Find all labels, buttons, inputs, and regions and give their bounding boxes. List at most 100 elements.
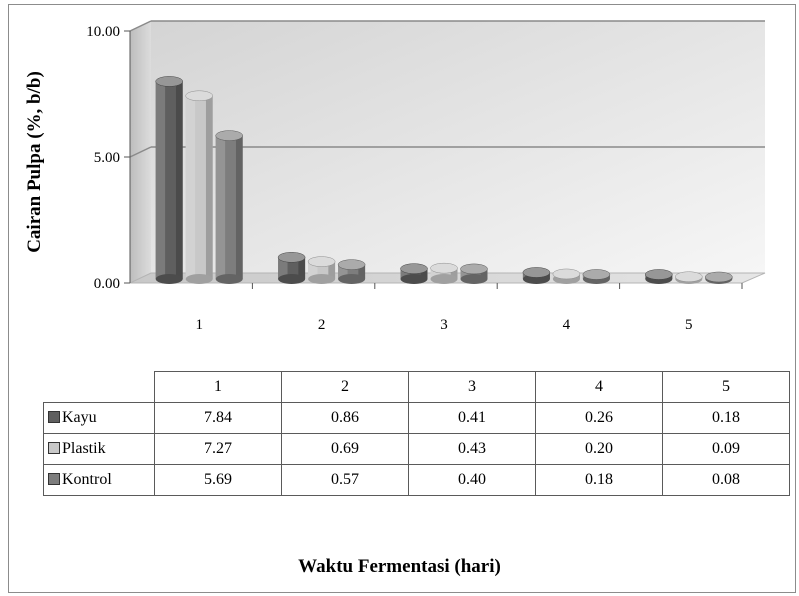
bar-kontrol — [337, 259, 366, 284]
legend-entry-kontrol: Kontrol — [43, 464, 155, 496]
table-row-kayu: Kayu 7.84 0.86 0.41 0.26 0.18 — [43, 402, 790, 434]
legend-label: Kontrol — [62, 471, 112, 488]
table-cell: 0.09 — [662, 433, 790, 465]
table-cell: 0.86 — [281, 402, 409, 434]
bar-bottom — [430, 274, 458, 284]
bar-top — [185, 90, 213, 102]
bar-kayu — [522, 267, 551, 284]
x-axis-label: Waktu Fermentasi (hari) — [298, 556, 501, 577]
table-corner — [44, 372, 155, 403]
legend-swatch — [48, 411, 60, 423]
table-cell: 0.18 — [662, 402, 790, 434]
bar-top — [582, 269, 611, 280]
bar-plastik — [675, 271, 703, 284]
bar-top — [430, 262, 458, 274]
legend-swatch — [48, 442, 60, 454]
bar-shadow — [298, 257, 306, 279]
table-cell: 0.43 — [408, 433, 536, 465]
data-table: 1 2 3 4 5 Kayu 7.84 0.86 0.41 0.26 0.18 … — [43, 371, 790, 496]
bar-top — [552, 268, 581, 280]
bar-shadow — [480, 268, 488, 279]
bar-highlight — [278, 257, 288, 279]
bar-bottom — [185, 274, 213, 284]
legend-label: Plastik — [62, 440, 106, 457]
bar-shadow — [175, 81, 183, 279]
bar-plastik — [430, 262, 458, 284]
y-tick-label: 10.00 — [86, 24, 120, 40]
table-cell: 0.26 — [535, 402, 663, 434]
bar-shadow — [205, 95, 213, 280]
bar-bottom — [278, 274, 306, 284]
y-tick-label: 5.00 — [94, 150, 120, 166]
bar-top — [460, 263, 488, 275]
gridline — [129, 20, 152, 32]
bar-top — [522, 267, 551, 278]
table-cell: 0.57 — [281, 464, 409, 496]
bar-shadow — [328, 261, 336, 279]
legend-entry-kayu: Kayu — [43, 402, 155, 434]
bar-body — [430, 268, 458, 279]
plot-area: 0.00 5.00 10.00 1 2 3 4 5 Cairan Pulpa (%, b/b) — [24, 20, 766, 333]
bar-plastik — [185, 90, 213, 284]
bar-highlight — [185, 95, 196, 280]
bar-highlight — [155, 81, 166, 279]
bar-top — [337, 259, 366, 270]
table-cell: 7.84 — [154, 402, 282, 434]
legend-label: Kayu — [62, 409, 97, 426]
x-tick-label: 3 — [440, 317, 448, 333]
bar-bottom — [155, 274, 183, 284]
bar-bottom — [460, 274, 488, 284]
bar-kontrol — [215, 130, 243, 284]
table-header-cell: 5 — [662, 371, 790, 403]
bar-highlight — [460, 268, 470, 279]
bar-kayu — [400, 263, 428, 284]
bar-kayu — [155, 76, 183, 284]
bar-top — [215, 130, 243, 141]
bar-bottom — [338, 274, 366, 284]
table-cell: 0.40 — [408, 464, 536, 496]
bar-highlight — [215, 135, 226, 279]
bar-top — [277, 252, 306, 263]
bar-top — [645, 269, 673, 280]
bar-shadow — [358, 264, 366, 279]
table-cell: 0.69 — [281, 433, 409, 465]
legend-swatch — [48, 473, 60, 485]
bar-highlight — [430, 268, 440, 279]
table-header-cell: 1 — [154, 371, 282, 403]
bar-shadow — [235, 135, 243, 279]
table-cell: 7.27 — [154, 433, 282, 465]
bar-plastik — [307, 256, 336, 284]
table-cell: 0.20 — [535, 433, 663, 465]
bar-bottom — [400, 274, 428, 284]
bar-top — [675, 271, 703, 282]
bar-kontrol — [705, 271, 733, 284]
bar-highlight — [338, 264, 348, 279]
bar-top — [155, 76, 183, 87]
bar-kayu — [645, 269, 673, 284]
table-cell: 0.41 — [408, 402, 536, 434]
table-header-cell: 2 — [281, 371, 409, 403]
bar-highlight — [400, 268, 410, 279]
bar-kontrol — [460, 263, 488, 284]
bar-top — [705, 271, 733, 283]
bar-bottom — [215, 274, 243, 284]
table-row-kontrol: Kontrol 5.69 0.57 0.40 0.18 0.08 — [43, 464, 790, 496]
bar-bottom — [308, 274, 336, 284]
x-tick-label: 2 — [318, 317, 326, 333]
y-tick-label: 0.00 — [94, 276, 120, 292]
table-header-cell: 3 — [408, 371, 536, 403]
table-header-row: 1 2 3 4 5 — [44, 371, 790, 403]
y-axis-label: Cairan Pulpa (%, b/b) — [24, 71, 45, 253]
table-header-cell: 4 — [535, 371, 663, 403]
bar-shadow — [450, 268, 458, 279]
table-row-plastik: Plastik 7.27 0.69 0.43 0.20 0.09 — [43, 433, 790, 465]
bar-plastik — [552, 268, 581, 284]
table-cell: 0.18 — [535, 464, 663, 496]
bar-top — [307, 256, 336, 267]
bar-kayu — [277, 252, 306, 284]
bar-kontrol — [582, 269, 611, 284]
gridline — [129, 146, 152, 158]
legend-entry-plastik: Plastik — [43, 433, 155, 465]
x-tick-label: 1 — [195, 317, 203, 333]
bar-top — [400, 263, 428, 274]
